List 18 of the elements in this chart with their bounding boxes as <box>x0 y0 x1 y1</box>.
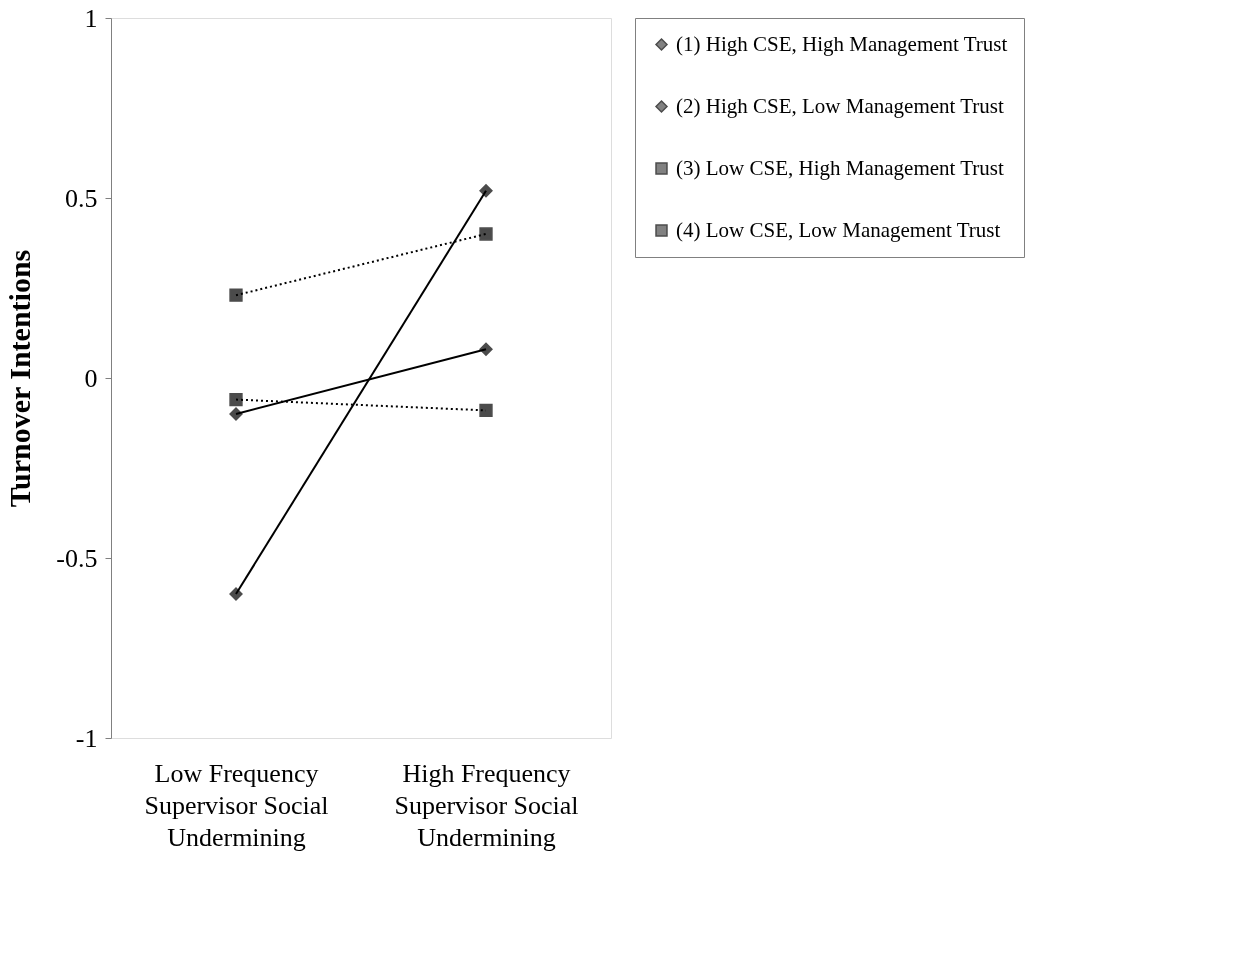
point <box>479 227 493 241</box>
y-tick-label: 0.5 <box>65 183 98 213</box>
y-tick-label: 0 <box>84 363 98 393</box>
point <box>479 342 493 356</box>
point <box>479 403 493 418</box>
point <box>479 184 493 198</box>
y-tick-label: -0.5 <box>56 543 98 573</box>
legend-label: (2) High CSE, Low Management Trust <box>676 93 1004 118</box>
legend-label: (3) Low CSE, High Management Trust <box>676 155 1004 180</box>
legend-label: (4) Low CSE, Low Management Trust <box>676 217 1001 242</box>
x-tick-label: High Frequency Supervisor Social Undermining <box>394 758 579 852</box>
legend-label: (1) High CSE, High Management Trust <box>676 31 1008 56</box>
point <box>229 288 243 302</box>
y-tick-label: 1 <box>84 3 98 33</box>
y-axis-title: Turnover Intentions <box>3 249 37 508</box>
x-tick-label: Low Frequency Supervisor Social Undermining <box>144 758 329 852</box>
point <box>229 392 243 407</box>
y-tick-label: -1 <box>75 723 98 753</box>
